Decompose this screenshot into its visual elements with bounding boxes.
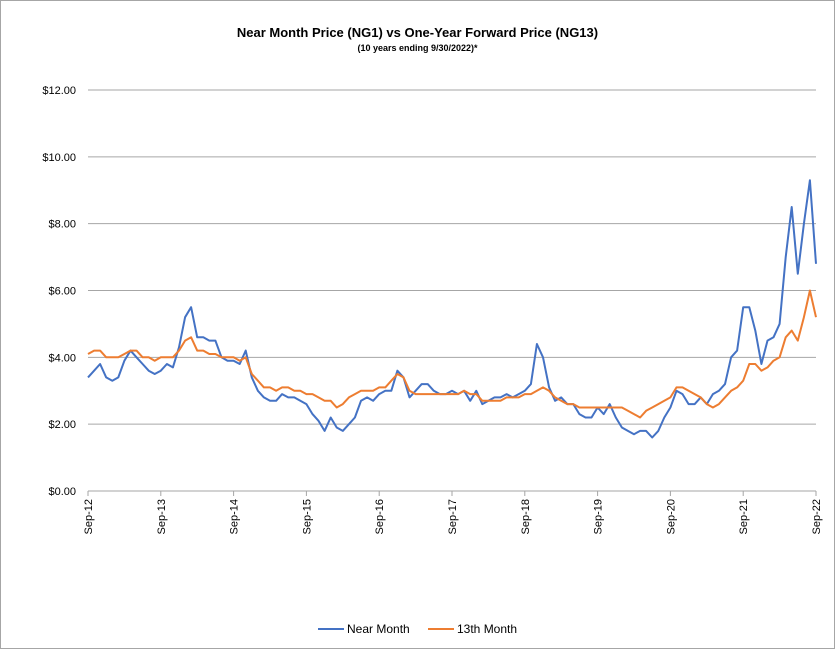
- series-line-near: [87, 179, 817, 439]
- y-tick-label: $8.00: [48, 219, 76, 231]
- y-tick-label: $4.00: [48, 352, 76, 364]
- y-tick-label: $0.00: [48, 486, 76, 498]
- chart-subtitle: (10 years ending 9/30/2022)*: [357, 43, 478, 53]
- x-tick-label: Sep-15: [301, 499, 313, 534]
- legend-label-near: Near Month: [347, 622, 410, 636]
- plot-area: [87, 179, 817, 439]
- x-tick-label: Sep-14: [229, 499, 241, 534]
- legend: Near Month 13th Month: [318, 622, 517, 636]
- x-tick-label: Sep-19: [593, 499, 605, 534]
- x-tick-label: Sep-20: [665, 499, 677, 534]
- y-tick-label: $12.00: [42, 85, 76, 97]
- x-tick-label: Sep-18: [520, 499, 532, 534]
- x-tick-label: Sep-13: [156, 499, 168, 534]
- x-tick-label: Sep-21: [738, 499, 750, 534]
- x-tick-label: Sep-16: [374, 499, 386, 534]
- y-tick-label: $2.00: [48, 419, 76, 431]
- x-axis-tick-labels: Sep-12 Sep-13 Sep-14 Sep-15 Sep-16 Sep-17 Sep-…: [83, 491, 823, 534]
- y-axis-tick-labels: $0.00 $2.00 $4.00 $6.00 $8.00 $10.00 $12.00: [42, 85, 76, 498]
- chart-title: Near Month Price (NG1) vs One-Year Forwa…: [236, 25, 599, 40]
- legend-label-thirteenth: 13th Month: [457, 622, 517, 636]
- series-line-thirteenth: [87, 289, 817, 419]
- x-tick-label: Sep-22: [811, 499, 823, 534]
- y-tick-label: $10.00: [42, 152, 76, 164]
- grid-lines: [88, 89, 816, 492]
- y-tick-label: $6.00: [48, 286, 76, 298]
- x-tick-label: Sep-12: [83, 499, 95, 534]
- x-tick-label: Sep-17: [447, 499, 459, 534]
